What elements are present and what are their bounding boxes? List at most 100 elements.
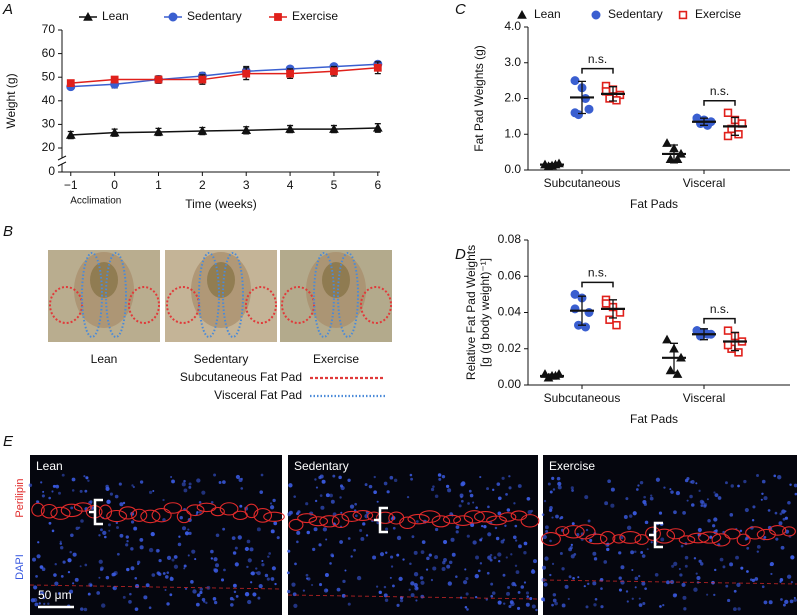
nucleus [784,510,787,513]
nucleus [506,591,511,596]
nucleus [680,544,684,548]
nucleus [697,527,702,533]
nucleus [347,537,351,540]
nucleus [438,477,442,481]
nucleus [48,496,52,500]
nucleus [33,597,38,603]
nucleus [703,503,708,507]
nucleus [54,563,57,566]
nucleus [644,587,647,591]
nucleus [130,520,135,524]
nucleus [178,535,181,538]
nucleus [51,529,55,533]
nucleus [362,522,366,526]
nucleus [610,487,615,492]
nucleus [413,571,419,577]
nucleus [508,475,511,478]
nucleus [740,566,744,570]
nucleus [132,485,135,489]
nucleus [70,506,74,510]
nucleus [402,558,405,561]
x-tick-label: Visceral [683,391,725,405]
nucleus [302,589,306,592]
nucleus [511,581,516,587]
nucleus [169,576,174,581]
nucleus [116,526,120,530]
adipocyte [724,528,741,540]
nucleus [33,585,38,590]
nucleus [192,589,197,594]
marker [612,96,621,105]
nucleus [60,575,64,578]
nucleus [392,526,396,530]
significance-label: n.s. [710,302,729,316]
nucleus [319,494,323,497]
nucleus [210,549,214,554]
adipocyte [151,508,172,523]
nucleus [434,494,439,498]
adipocyte [319,515,340,528]
nucleus [605,542,610,547]
nucleus [481,525,484,528]
nucleus [396,535,402,541]
nucleus [199,590,203,595]
nucleus [760,498,763,501]
nucleus [508,486,512,490]
nucleus [512,535,517,540]
nucleus [291,582,296,587]
thickness-bracket [89,498,103,526]
nucleus [505,492,508,496]
y-tick-label: 1.0 [504,126,521,140]
nucleus [135,584,140,589]
marker [615,308,625,317]
nucleus [139,480,144,484]
marker [723,326,733,335]
nucleus [447,488,452,493]
nucleus [736,582,741,588]
nucleus [746,570,749,573]
nucleus [339,540,343,544]
nucleus [339,496,342,499]
nucleus [247,558,252,563]
nucleus [744,507,749,513]
nucleus [464,568,467,571]
adipocyte [520,514,540,528]
x-tick-label: 4 [287,178,294,192]
nucleus [533,559,538,564]
nucleus [514,524,518,528]
nucleus [790,555,795,560]
nucleus [426,556,430,561]
nucleus [773,474,777,478]
adipocyte [474,510,497,523]
nucleus [234,546,238,550]
nucleus [631,597,634,600]
nucleus [698,559,702,563]
nucleus [669,488,672,491]
nucleus [472,540,477,545]
nucleus [60,546,64,550]
legend-label: Exercise [695,7,741,21]
nucleus [184,531,190,536]
nucleus [508,605,512,609]
adipocyte [50,506,71,520]
nucleus [587,519,591,523]
nucleus [258,583,263,589]
tissue [207,262,235,298]
nucleus [319,583,323,587]
nucleus [751,519,755,522]
nucleus [353,548,356,552]
nucleus [654,572,659,577]
nucleus [195,513,198,516]
x-tick-label: 0 [111,178,118,192]
nucleus [733,589,737,593]
nucleus [320,505,325,510]
nucleus [58,491,61,495]
nucleus [551,516,554,519]
nucleus [72,582,75,585]
nucleus [119,533,124,538]
nucleus [36,554,41,559]
nucleus [794,492,797,496]
nucleus [437,473,442,477]
nucleus [222,527,226,531]
adipocyte [118,506,138,520]
